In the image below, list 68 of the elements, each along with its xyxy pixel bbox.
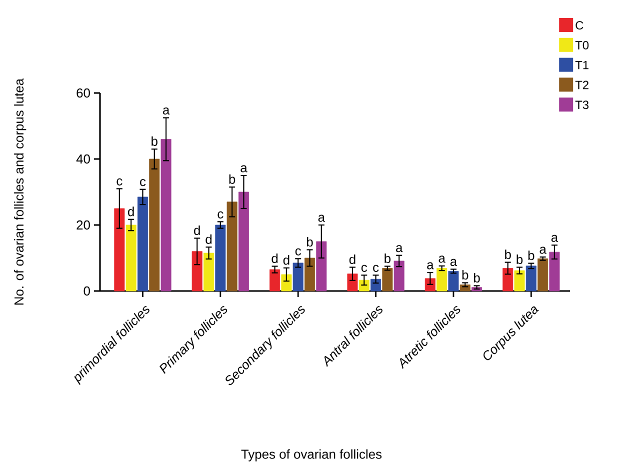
data-label: d: [283, 255, 290, 265]
bar: [347, 274, 358, 292]
data-label: c: [361, 264, 368, 272]
bar: [226, 202, 238, 292]
bar: [281, 274, 292, 292]
data-label: b: [462, 270, 468, 280]
legend-label: T2: [575, 80, 588, 90]
bar: [382, 268, 393, 292]
data-label: a: [396, 245, 403, 252]
bar: [137, 196, 148, 292]
bar: [238, 192, 249, 292]
bar: [370, 278, 382, 292]
bar: [215, 224, 226, 292]
bar: [160, 139, 172, 292]
data-label: b: [384, 254, 390, 264]
data-label: a: [427, 262, 434, 270]
bar: [192, 251, 202, 292]
data-label: d: [206, 234, 212, 244]
y-tick-label: 40: [76, 154, 90, 164]
data-label: a: [450, 258, 458, 266]
data-label: a: [540, 246, 546, 254]
bar: [394, 260, 404, 292]
bar: [304, 258, 316, 292]
bar: [448, 271, 459, 292]
data-label: b: [306, 237, 313, 247]
data-label: b: [152, 136, 158, 146]
bar: [436, 268, 448, 292]
data-label: b: [528, 250, 534, 260]
data-label: c: [116, 178, 122, 186]
data-label: d: [349, 254, 356, 264]
bar: [126, 224, 136, 292]
bar: [358, 280, 370, 292]
data-label: c: [218, 211, 224, 218]
bar: [292, 262, 304, 292]
data-label: b: [229, 174, 236, 184]
y-axis-title: No. of ovarian follicles and corpus lutea: [14, 78, 26, 305]
bar: [270, 269, 280, 292]
data-label: a: [240, 165, 248, 172]
data-label: c: [295, 248, 302, 256]
bar: [502, 268, 514, 292]
y-tick-label: 60: [76, 88, 90, 98]
data-label: b: [516, 254, 523, 264]
y-tick-label: 0: [84, 286, 90, 296]
data-label: b: [505, 250, 511, 260]
data-label: b: [474, 273, 480, 283]
data-label: a: [162, 107, 170, 115]
bar: [526, 266, 536, 292]
x-axis-title: Types of ovarian follicles: [241, 449, 382, 462]
legend-label: T1: [575, 60, 588, 70]
y-tick-label: 20: [76, 220, 90, 230]
data-label: d: [128, 206, 134, 216]
bar: [538, 258, 548, 292]
bar: [204, 252, 214, 292]
bar: [114, 208, 125, 292]
data-label: d: [272, 254, 278, 264]
data-label: d: [194, 225, 200, 235]
bar: [514, 270, 525, 292]
legend-label: C: [576, 21, 584, 30]
data-label: a: [551, 234, 558, 242]
data-label: a: [438, 256, 446, 263]
data-label: a: [318, 214, 326, 222]
data-label: c: [373, 264, 379, 272]
bar: [549, 252, 560, 292]
legend-label: T3: [575, 100, 589, 110]
data-label: c: [140, 179, 146, 186]
legend-label: T0: [575, 40, 589, 50]
bar: [316, 241, 327, 292]
bar: [149, 158, 160, 292]
